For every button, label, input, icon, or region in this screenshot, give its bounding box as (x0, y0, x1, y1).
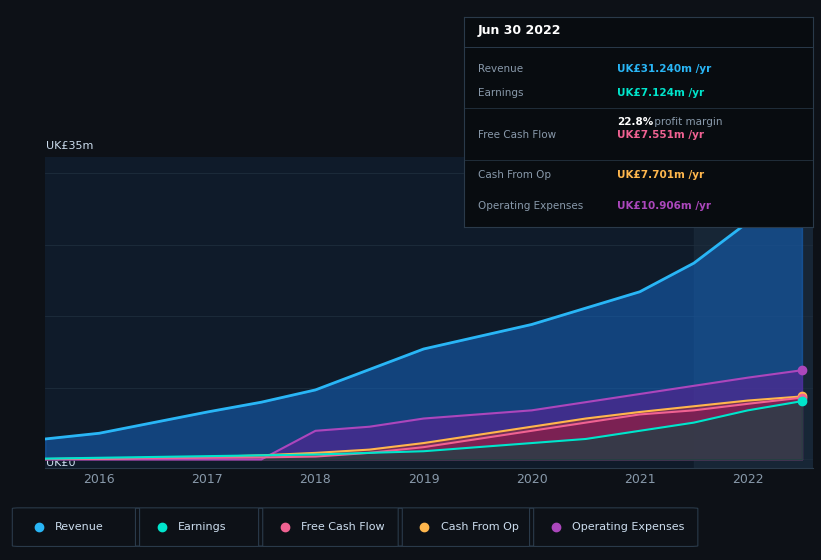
Text: UK£0: UK£0 (46, 458, 76, 468)
Text: UK£7.701m /yr: UK£7.701m /yr (617, 170, 704, 180)
Text: profit margin: profit margin (650, 117, 722, 127)
Text: UK£31.240m /yr: UK£31.240m /yr (617, 64, 712, 74)
Text: Free Cash Flow: Free Cash Flow (478, 130, 556, 141)
Text: Earnings: Earnings (178, 522, 227, 532)
Text: Cash From Op: Cash From Op (441, 522, 519, 532)
Text: Earnings: Earnings (478, 88, 523, 99)
Text: Operating Expenses: Operating Expenses (572, 522, 685, 532)
Text: Revenue: Revenue (478, 64, 523, 74)
Text: Cash From Op: Cash From Op (478, 170, 551, 180)
Text: Revenue: Revenue (55, 522, 103, 532)
Text: Free Cash Flow: Free Cash Flow (301, 522, 385, 532)
Text: UK£10.906m /yr: UK£10.906m /yr (617, 201, 711, 211)
Text: Operating Expenses: Operating Expenses (478, 201, 583, 211)
Text: UK£35m: UK£35m (46, 141, 94, 151)
Text: Jun 30 2022: Jun 30 2022 (478, 24, 562, 37)
Bar (694, 157, 813, 468)
Text: 22.8%: 22.8% (617, 117, 654, 127)
Text: UK£7.551m /yr: UK£7.551m /yr (617, 130, 704, 141)
Text: UK£7.124m /yr: UK£7.124m /yr (617, 88, 704, 99)
